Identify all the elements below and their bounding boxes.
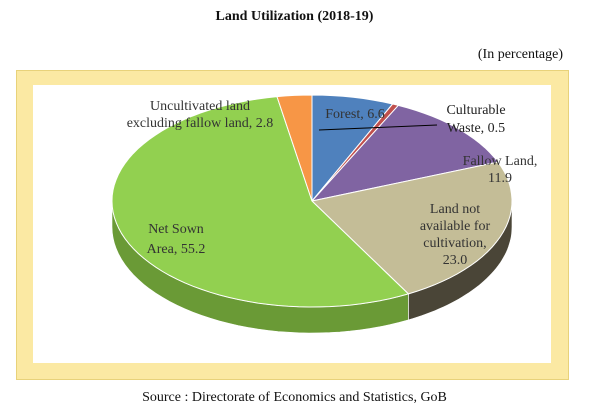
slice-land-not-available-for-cultivation xyxy=(310,161,513,295)
label-notavail: Land not available for cultivation, 23.0 xyxy=(420,202,491,268)
chart-title: Land Utilization (2018-19) xyxy=(215,9,374,24)
label-notavail-line: 23.0 xyxy=(443,253,468,268)
label-culturable-line: Culturable xyxy=(446,103,505,118)
slice-fallow-land xyxy=(310,104,499,202)
label-fallow: Fallow Land, 11.9 xyxy=(463,154,538,186)
culturable-waste-leader-line xyxy=(318,124,438,131)
slice-uncultivated-land-excluding-fallow-land xyxy=(276,94,313,202)
pie-tops xyxy=(111,94,513,308)
label-uncult: Uncultivated land excluding fallow land, … xyxy=(127,99,274,131)
label-fallow-line: 11.9 xyxy=(488,171,512,186)
label-netsown-line: Net Sown xyxy=(148,222,204,237)
unit-note: (In percentage) xyxy=(477,47,563,62)
label-fallow-line: Fallow Land, xyxy=(463,154,538,169)
label-netsown: Net Sown Area, 55.2 xyxy=(147,222,206,257)
label-uncult-line: excluding fallow land, 2.8 xyxy=(127,116,274,131)
label-culturable-line: Waste, 0.5 xyxy=(447,121,505,136)
label-culturable: Culturable Waste, 0.5 xyxy=(446,103,505,136)
label-forest-line: Forest, 6.6 xyxy=(325,107,385,122)
label-notavail-line: Land not xyxy=(430,202,480,217)
label-forest: Forest, 6.6 xyxy=(325,107,385,122)
slice-forest xyxy=(311,94,394,203)
label-notavail-line: available for xyxy=(420,219,491,234)
source-note: Source : Directorate of Economics and St… xyxy=(142,390,447,405)
slice-net-sown-area xyxy=(111,96,410,308)
pie-labels: Forest, 6.6 Culturable Waste, 0.5 Fallow La… xyxy=(127,99,538,268)
label-uncult-line: Uncultivated land xyxy=(150,99,250,114)
label-netsown-line: Area, 55.2 xyxy=(147,242,206,257)
label-notavail-line: cultivation, xyxy=(423,236,486,251)
